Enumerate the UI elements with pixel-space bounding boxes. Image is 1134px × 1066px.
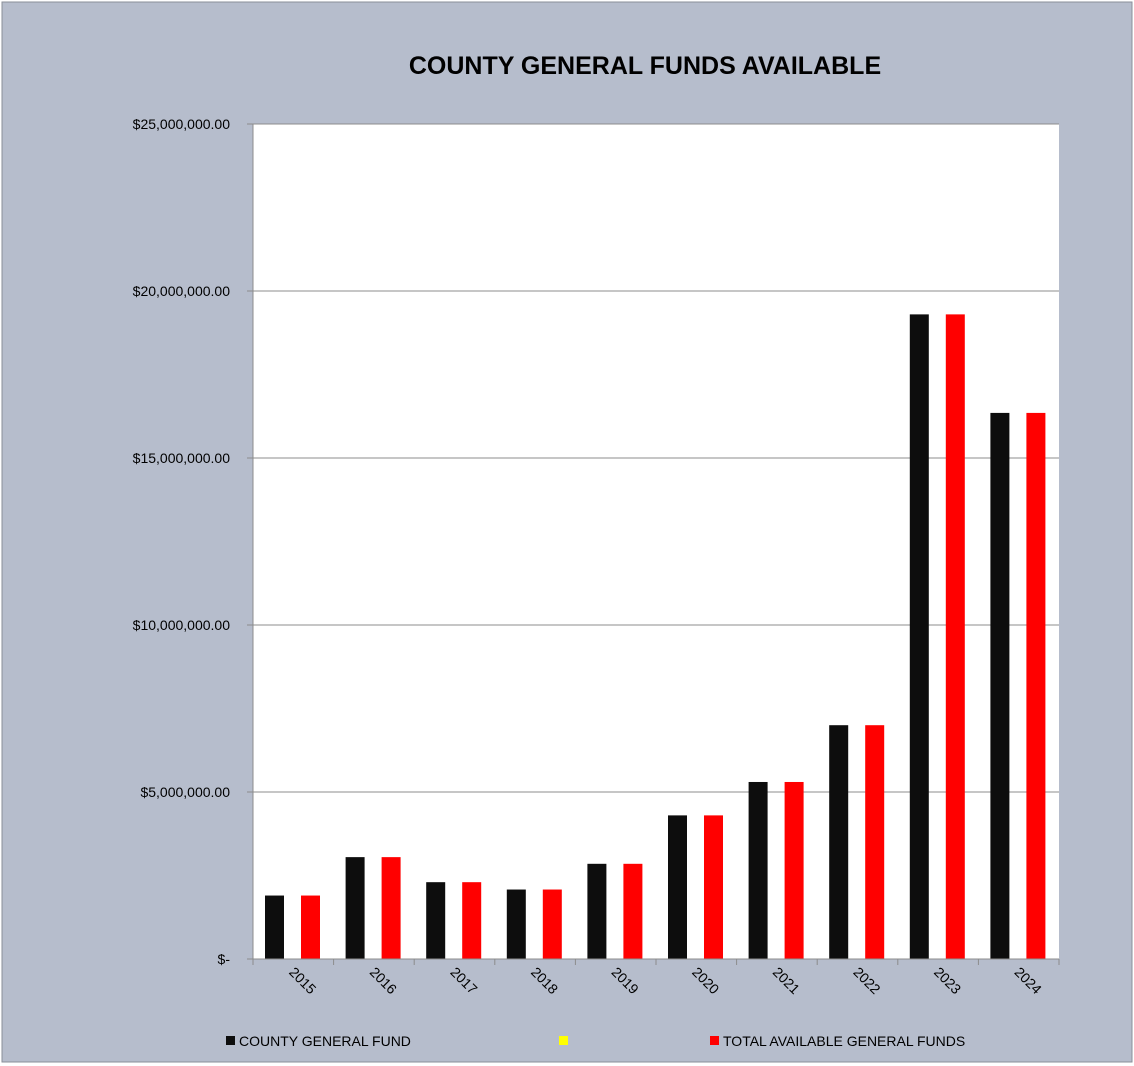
bar-county-general-fund-2024 xyxy=(990,412,1010,959)
bar-total-available-general-funds-2019 xyxy=(623,863,643,959)
bar-county-general-fund-2023 xyxy=(909,314,929,959)
legend-label: TOTAL AVAILABLE GENERAL FUNDS xyxy=(723,1033,965,1049)
y-tick-labels: $- $5,000,000.00 $10,000,000.00 $15,000,000… xyxy=(133,116,231,967)
bar-total-available-general-funds-2015 xyxy=(301,895,320,959)
bar-total-available-general-funds-2018 xyxy=(542,889,562,959)
y-tick-label: $- xyxy=(218,951,231,967)
bar-county-general-fund-2015 xyxy=(265,895,284,959)
bar-county-general-fund-2018 xyxy=(506,889,526,959)
bar-total-available-general-funds-2017 xyxy=(462,882,482,959)
y-tick-label: $10,000,000.00 xyxy=(133,617,231,633)
bar-total-available-general-funds-2020 xyxy=(704,815,723,959)
bar-total-available-general-funds-2024 xyxy=(1026,412,1046,959)
bars xyxy=(265,314,1046,959)
y-tick-label: $5,000,000.00 xyxy=(140,784,230,800)
y-tick-label: $15,000,000.00 xyxy=(133,450,231,466)
bar-county-general-fund-2019 xyxy=(587,863,607,959)
plot-area xyxy=(253,124,1059,959)
y-tick-label: $25,000,000.00 xyxy=(133,116,231,132)
legend-label: COUNTY GENERAL FUND xyxy=(239,1033,411,1049)
y-tick-label: $20,000,000.00 xyxy=(133,283,231,299)
chart-title: COUNTY GENERAL FUNDS AVAILABLE xyxy=(409,52,881,80)
bar-total-available-general-funds-2016 xyxy=(381,857,401,959)
legend-swatch xyxy=(226,1036,235,1045)
bar-county-general-fund-2020 xyxy=(668,815,687,959)
bar-total-available-general-funds-2022 xyxy=(865,725,885,959)
legend: COUNTY GENERAL FUND TOTAL AVAILABLE GENER… xyxy=(226,1033,965,1049)
bar-county-general-fund-2021 xyxy=(748,781,768,959)
legend-swatch xyxy=(559,1036,568,1045)
bar-county-general-fund-2022 xyxy=(829,725,849,959)
axes xyxy=(247,123,1060,965)
bar-county-general-fund-2016 xyxy=(345,857,365,959)
bar-county-general-fund-2017 xyxy=(426,882,446,959)
bar-total-available-general-funds-2021 xyxy=(784,781,804,959)
bar-total-available-general-funds-2023 xyxy=(945,314,965,959)
legend-swatch xyxy=(710,1036,719,1045)
